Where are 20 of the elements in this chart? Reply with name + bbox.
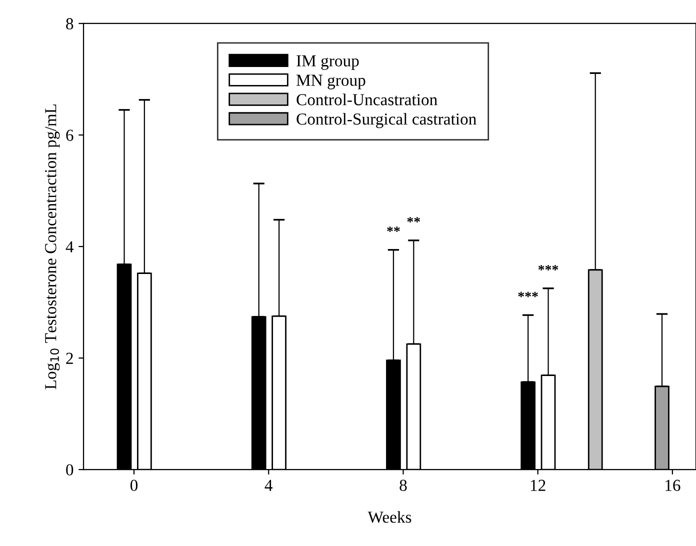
x-axis-title: Weeks (368, 511, 412, 523)
y-tick-label: 0 (66, 464, 74, 476)
x-tick-label: 4 (264, 480, 273, 491)
x-tick-label: 12 (530, 480, 546, 491)
y-tick-label: 8 (66, 18, 74, 30)
legend-label: MN group (296, 74, 366, 90)
legend-label: IM group (296, 55, 359, 70)
annotation: ** (407, 217, 420, 222)
y-axis-title: Log$_{10}$ Testosterone Concentraction pg/mL (45, 104, 60, 390)
legend-label: Control-Uncastration (296, 94, 438, 106)
legend-label: Control-Surgical castration (296, 112, 476, 128)
annotation: *** (518, 292, 538, 298)
y-tick-label: 6 (66, 130, 74, 141)
annotation: ** (387, 226, 400, 232)
y-tick-label: 4 (66, 241, 74, 252)
y-tick-label: 2 (66, 352, 73, 364)
x-tick-label: 0 (130, 480, 138, 492)
x-tick-label: 16 (666, 480, 680, 492)
annotation: *** (538, 265, 558, 270)
x-tick-label: 8 (400, 480, 407, 492)
